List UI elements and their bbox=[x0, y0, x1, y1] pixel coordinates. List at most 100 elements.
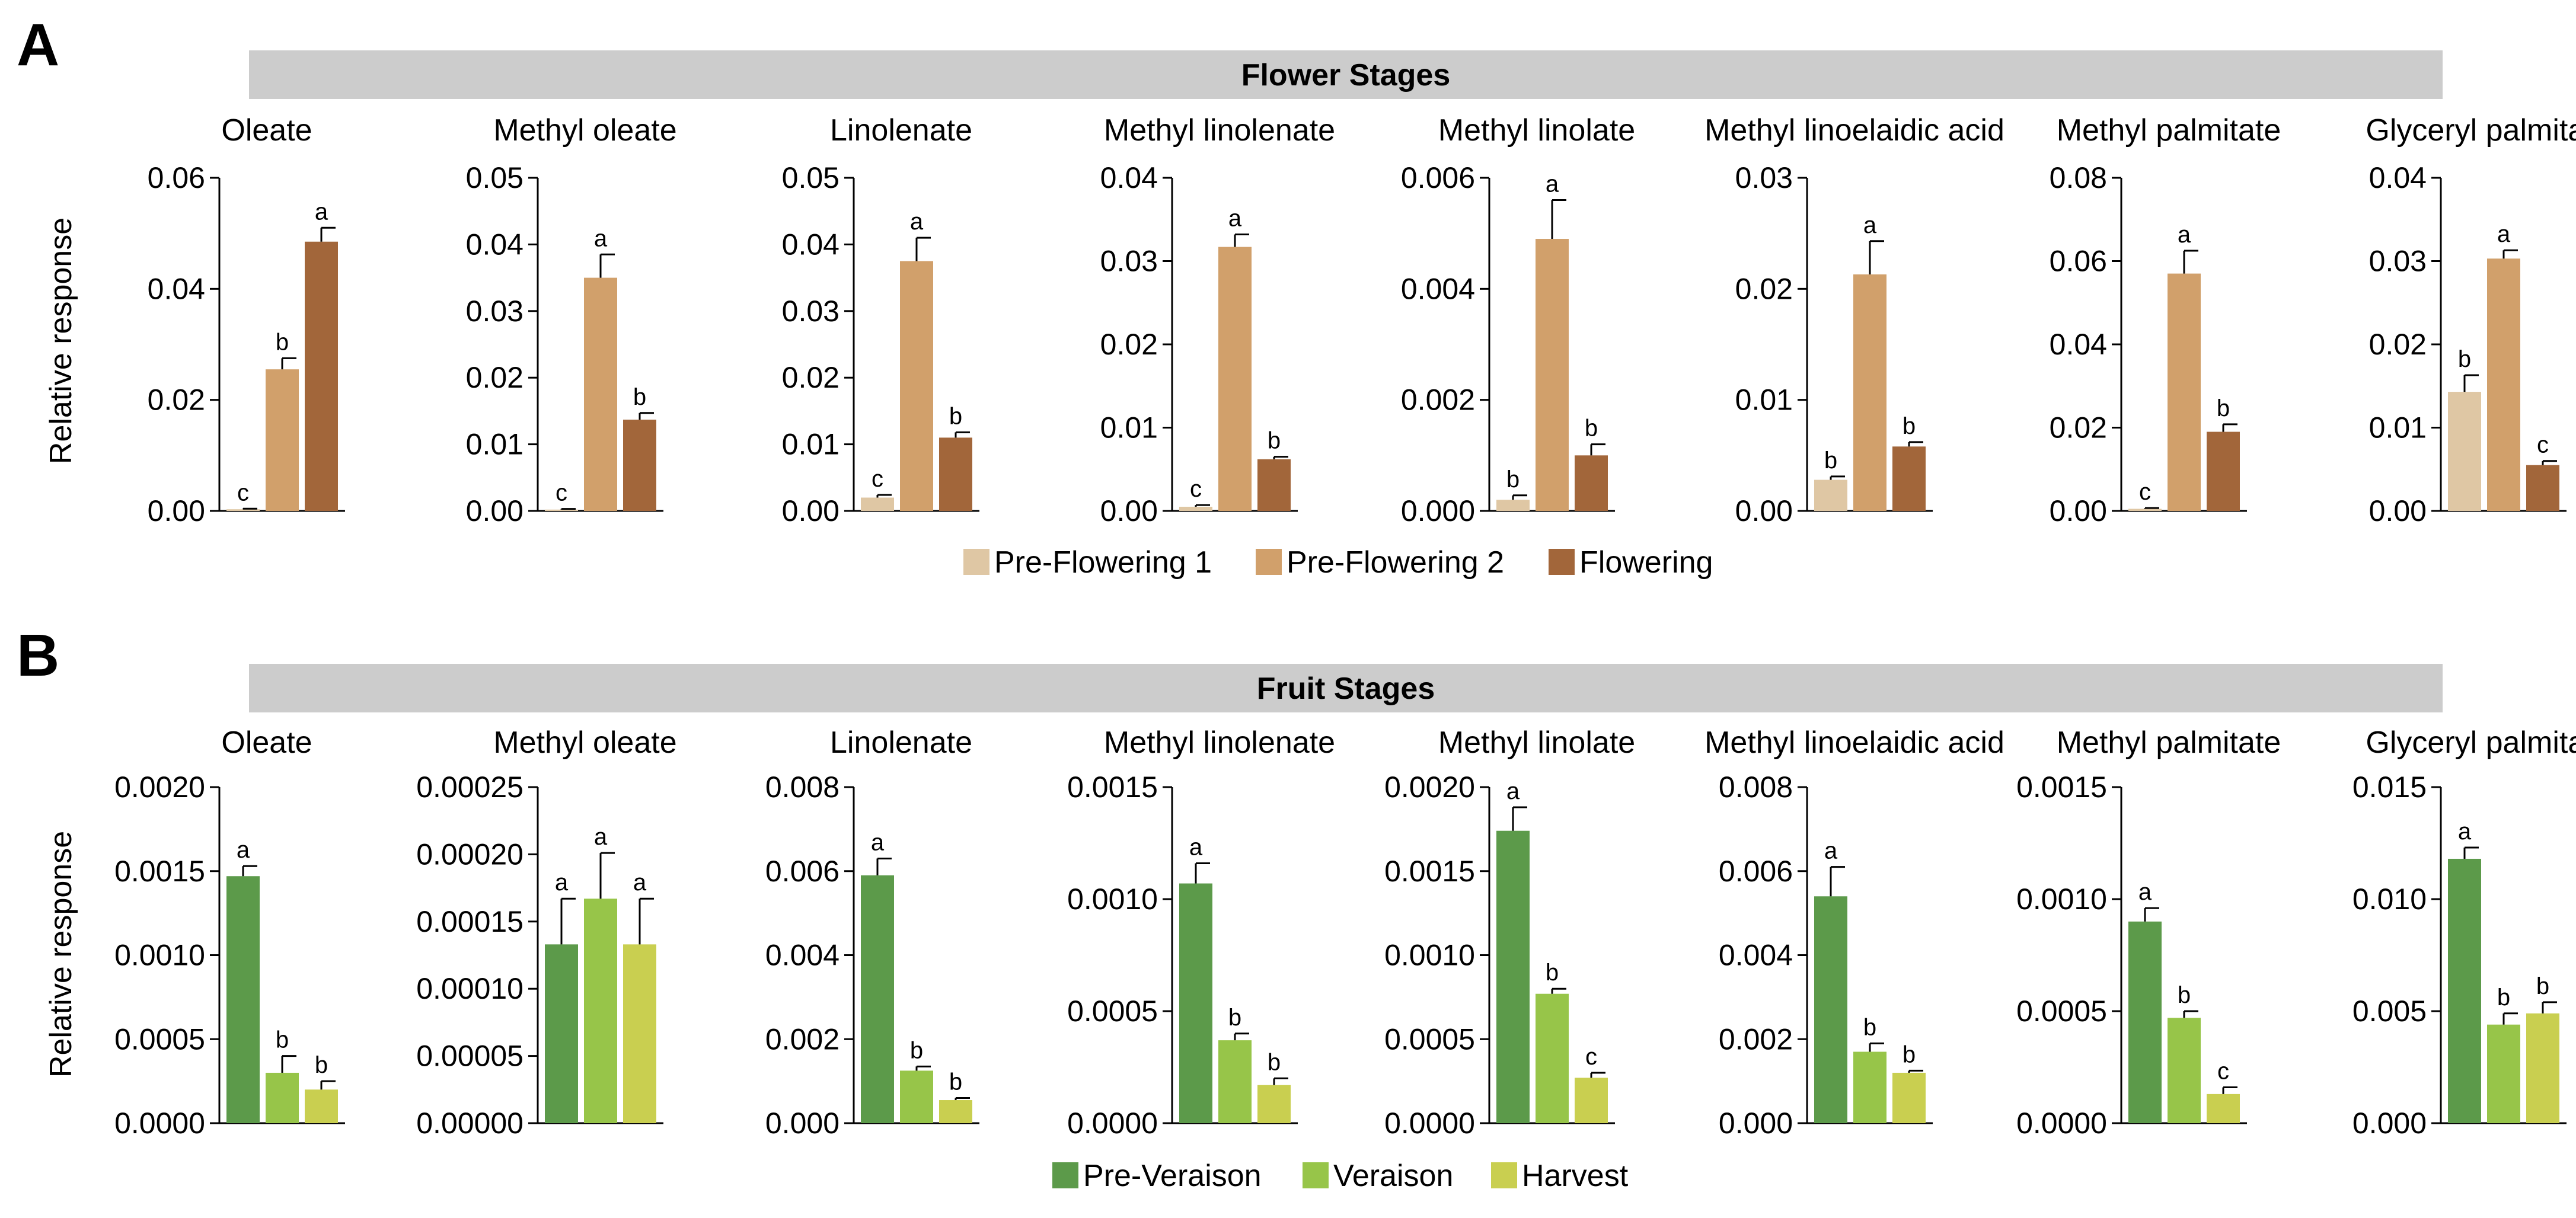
bar-pre-veraison bbox=[1814, 896, 1847, 1123]
bar-pre-flowering-2 bbox=[266, 369, 299, 511]
y-tick-label: 0.04 bbox=[1100, 161, 1158, 194]
chart-a-4: Methyl linolenate 0.00 0.01 0.02 0.03 0.04 c a b bbox=[1100, 113, 1335, 528]
bar-harvest bbox=[2207, 1094, 2240, 1123]
y-tick-label: 0.000 bbox=[2352, 1107, 2427, 1140]
panel-letter-a: A bbox=[17, 12, 59, 78]
bar-pre-flowering-2 bbox=[584, 277, 617, 511]
charts-panel-b: Oleate0.00000.00050.00100.00150.0020abbM… bbox=[114, 725, 2576, 1140]
y-tick-label: 0.0000 bbox=[114, 1107, 205, 1140]
chart-title: Methyl oleate bbox=[493, 725, 676, 760]
y-tick-label: 0.04 bbox=[466, 228, 524, 261]
bar-veraison bbox=[1218, 1040, 1252, 1123]
y-tick-label: 0.005 bbox=[2352, 995, 2427, 1028]
y-tick-label: 0.0015 bbox=[1067, 771, 1158, 804]
bar-pre-veraison bbox=[545, 944, 578, 1123]
chart-title: Methyl palmitate bbox=[2057, 113, 2281, 148]
y-tick-label: 0.004 bbox=[765, 939, 839, 972]
significance-letter: a bbox=[2458, 819, 2472, 845]
chart-title: Methyl linolate bbox=[1438, 113, 1635, 148]
significance-letter: a bbox=[1824, 838, 1838, 864]
y-tick-label: 0.03 bbox=[2369, 245, 2427, 278]
bar-flowering bbox=[1575, 455, 1608, 511]
y-tick-label: 0.04 bbox=[148, 272, 205, 305]
y-tick-label: 0.008 bbox=[765, 771, 839, 804]
significance-letter: b bbox=[1506, 466, 1520, 493]
bar-flowering bbox=[939, 437, 972, 511]
bar-flowering bbox=[305, 241, 338, 511]
y-tick-label: 0.01 bbox=[782, 428, 839, 461]
significance-letter: b bbox=[1903, 413, 1916, 439]
significance-letter: c bbox=[872, 466, 883, 492]
bar-flowering bbox=[2207, 431, 2240, 511]
significance-letter: b bbox=[1228, 1005, 1241, 1031]
significance-letter: a bbox=[594, 225, 608, 251]
y-tick-label: 0.0010 bbox=[2016, 883, 2107, 916]
y-tick-label: 0.00000 bbox=[416, 1107, 524, 1140]
legend-label: Pre-Flowering 1 bbox=[994, 545, 1212, 580]
y-tick-label: 0.04 bbox=[2369, 161, 2427, 194]
chart-b-8: Glyceryl palmitate 0.000 0.005 0.010 0.015 a b… bbox=[2352, 725, 2576, 1140]
significance-letter: a bbox=[315, 199, 328, 225]
y-tick-label: 0.0000 bbox=[1067, 1107, 1158, 1140]
y-tick-label: 0.04 bbox=[2050, 328, 2107, 361]
chart-title: Methyl palmitate bbox=[2057, 725, 2281, 760]
y-tick-label: 0.0010 bbox=[1384, 939, 1475, 972]
legend-swatch bbox=[1491, 1162, 1517, 1188]
chart-title: Methyl linolenate bbox=[1104, 725, 1335, 760]
bar-pre-flowering-2 bbox=[1536, 239, 1569, 511]
y-tick-label: 0.02 bbox=[148, 383, 205, 417]
bar-harvest bbox=[1892, 1072, 1926, 1123]
y-tick-label: 0.015 bbox=[2352, 771, 2427, 804]
significance-letter: c bbox=[2139, 479, 2151, 505]
significance-letter: a bbox=[1228, 206, 1242, 232]
significance-letter: b bbox=[2217, 395, 2230, 421]
y-tick-label: 0.01 bbox=[466, 428, 524, 461]
significance-letter: a bbox=[2178, 222, 2191, 248]
y-tick-label: 0.05 bbox=[782, 161, 839, 194]
significance-letter: b bbox=[1863, 1014, 1876, 1040]
significance-letter: a bbox=[633, 869, 647, 896]
significance-letter: a bbox=[1863, 212, 1877, 238]
bar-veraison bbox=[584, 899, 617, 1123]
y-tick-label: 0.00025 bbox=[416, 771, 524, 804]
significance-letter: c bbox=[237, 479, 249, 506]
bar-flowering bbox=[2526, 465, 2559, 511]
y-tick-label: 0.010 bbox=[2352, 883, 2427, 916]
y-tick-label: 0.00 bbox=[466, 494, 524, 528]
y-tick-label: 0.0020 bbox=[114, 771, 205, 804]
y-tick-label: 0.002 bbox=[1401, 383, 1475, 417]
significance-letter: b bbox=[2497, 984, 2510, 1011]
y-tick-label: 0.004 bbox=[1401, 272, 1475, 305]
y-tick-label: 0.0005 bbox=[2016, 995, 2107, 1028]
bar-veraison bbox=[266, 1072, 299, 1123]
bar-veraison bbox=[2487, 1024, 2520, 1123]
significance-letter: b bbox=[2536, 973, 2549, 999]
significance-letter: b bbox=[1585, 415, 1598, 442]
significance-letter: b bbox=[1546, 960, 1559, 986]
legend-label: Veraison bbox=[1333, 1159, 1453, 1193]
y-tick-label: 0.00 bbox=[782, 494, 839, 528]
chart-a-2: Methyl oleate 0.00 0.01 0.02 0.03 0.04 0.05 c a b bbox=[466, 113, 677, 528]
chart-title: Methyl linoelaidic acid bbox=[1704, 725, 2004, 760]
chart-a-5: Methyl linolate 0.000 0.002 0.004 0.006 b a b bbox=[1401, 113, 1635, 528]
bar-pre-veraison bbox=[1496, 830, 1530, 1123]
y-tick-label: 0.000 bbox=[1719, 1107, 1793, 1140]
chart-b-4: Methyl linolenate 0.0000 0.0005 0.0010 0.001… bbox=[1067, 725, 1335, 1140]
y-axis-label-b: Relative response bbox=[44, 831, 78, 1078]
y-tick-label: 0.00015 bbox=[416, 905, 524, 938]
significance-letter: c bbox=[556, 480, 567, 506]
significance-letter: c bbox=[2217, 1059, 2229, 1085]
chart-title: Linolenate bbox=[830, 725, 972, 760]
significance-letter: b bbox=[2178, 982, 2191, 1008]
y-tick-label: 0.0015 bbox=[114, 855, 205, 888]
y-tick-label: 0.02 bbox=[466, 361, 524, 394]
bar-flowering bbox=[1892, 446, 1926, 511]
y-tick-label: 0.0005 bbox=[1384, 1022, 1475, 1056]
y-tick-label: 0.00 bbox=[148, 494, 205, 528]
y-tick-label: 0.006 bbox=[765, 855, 839, 888]
chart-title: Glyceryl palmitate bbox=[2366, 725, 2576, 760]
legend-swatch bbox=[963, 549, 989, 575]
y-tick-label: 0.0015 bbox=[1384, 855, 1475, 888]
significance-letter: a bbox=[871, 829, 885, 855]
bar-veraison bbox=[1536, 993, 1569, 1123]
